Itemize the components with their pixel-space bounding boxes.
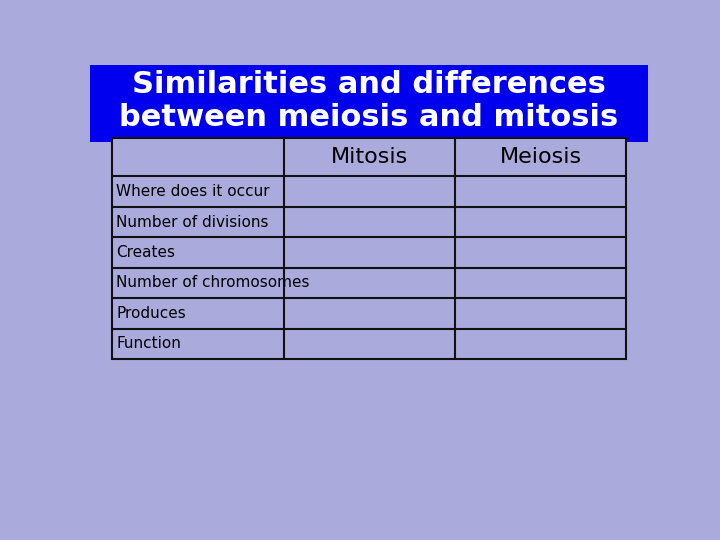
Bar bbox=[112, 138, 626, 359]
Text: Mitosis: Mitosis bbox=[331, 147, 408, 167]
Text: between meiosis and mitosis: between meiosis and mitosis bbox=[120, 103, 618, 132]
Text: Meiosis: Meiosis bbox=[500, 147, 582, 167]
Text: Where does it occur: Where does it occur bbox=[117, 184, 270, 199]
Text: Creates: Creates bbox=[117, 245, 176, 260]
Text: Number of chromosomes: Number of chromosomes bbox=[117, 275, 310, 291]
Text: Produces: Produces bbox=[117, 306, 186, 321]
Bar bbox=[90, 65, 648, 142]
Text: Function: Function bbox=[117, 336, 181, 351]
Text: Similarities and differences: Similarities and differences bbox=[132, 70, 606, 98]
Text: Number of divisions: Number of divisions bbox=[117, 214, 269, 230]
